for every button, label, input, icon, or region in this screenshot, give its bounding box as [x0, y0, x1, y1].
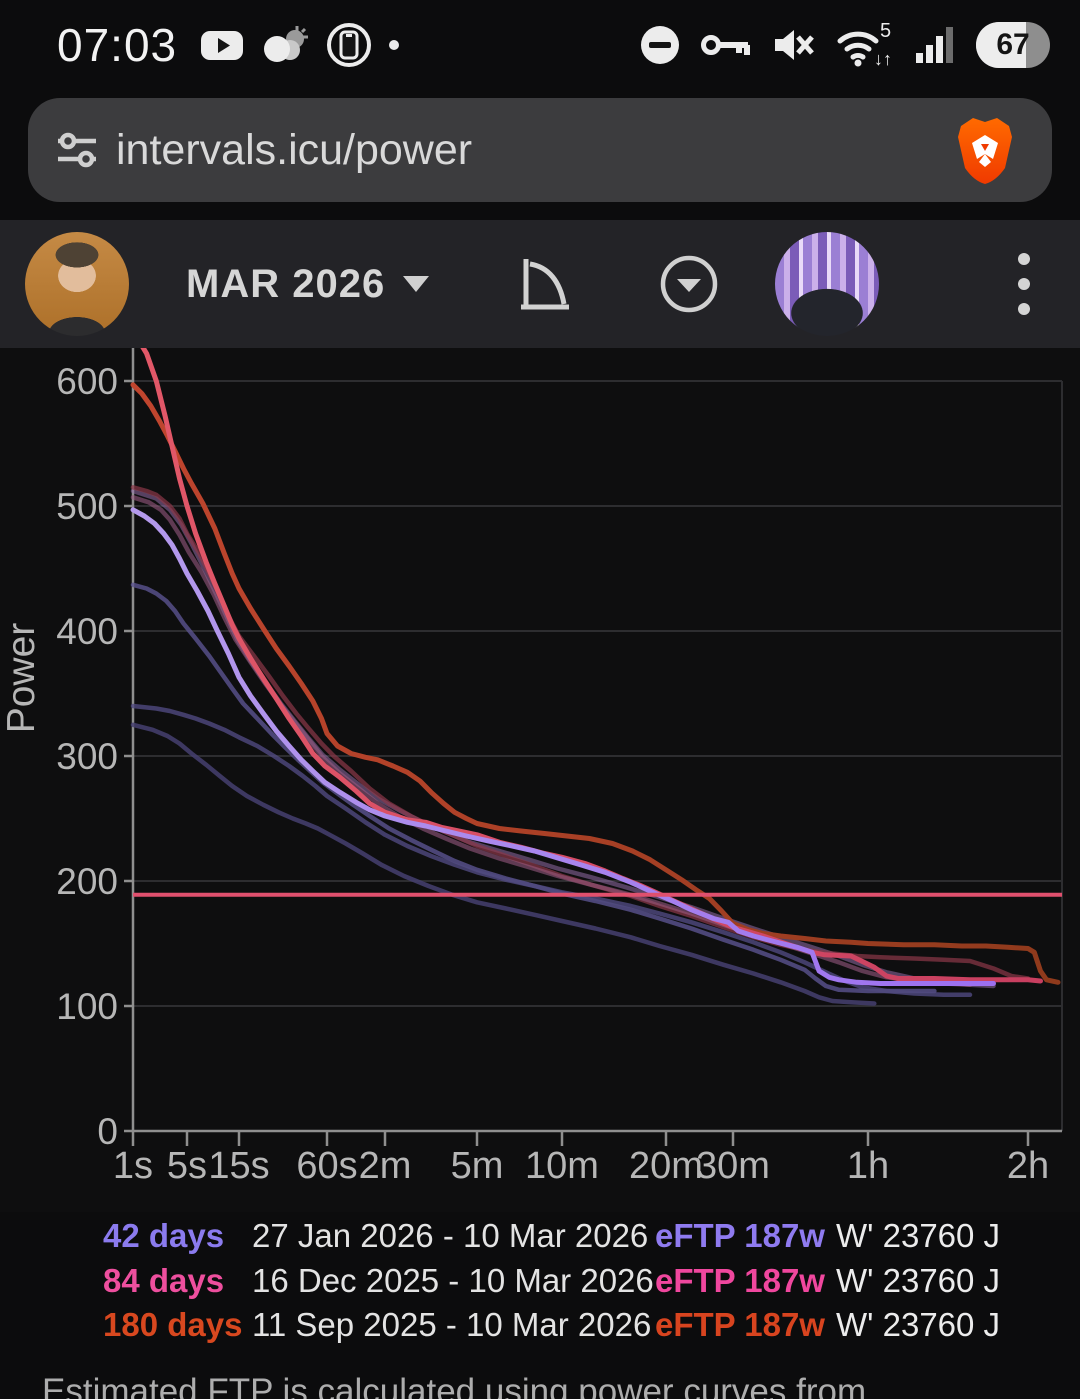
curve-180-days: [130, 382, 1061, 985]
x-tick-label: 1h: [847, 1145, 889, 1187]
x-tick-label: 60s: [296, 1145, 357, 1187]
curve-previous-mauve: [130, 495, 973, 988]
period-selector[interactable]: MAR 2026: [186, 261, 430, 307]
curve-42-days: [130, 507, 996, 986]
power-curve-icon[interactable]: [513, 253, 575, 315]
legend-eftp: eFTP 187w: [655, 1217, 825, 1255]
y-tick-label: 300: [56, 736, 118, 777]
brave-browser-icon[interactable]: [954, 113, 1016, 187]
legend-period[interactable]: 180 days: [103, 1306, 243, 1344]
legend-eftp: eFTP 187w: [655, 1261, 825, 1299]
legend-dates: 11 Sep 2025 - 10 Mar 2026: [252, 1306, 652, 1344]
y-tick-label: 0: [97, 1111, 118, 1152]
url-bar[interactable]: intervals.icu/power: [28, 98, 1052, 202]
y-tick-label: 200: [56, 861, 118, 902]
notification-dot: [389, 40, 400, 50]
chevron-down-icon: [403, 276, 430, 292]
vpn-key-icon: [701, 35, 750, 55]
legend-row-180-days[interactable]: 180 days 11 Sep 2025 - 10 Mar 2026 eFTP …: [0, 1303, 1080, 1348]
app-header: MAR 2026: [0, 220, 1080, 348]
legend-wprime: W' 23760 J: [836, 1261, 1001, 1299]
overflow-menu-icon[interactable]: [1018, 253, 1030, 315]
weather-icon: [264, 26, 309, 62]
power-curve-chart[interactable]: 0 100 200 300 400 500 600 1s 5s 15s 60s 2m 5m 10m 20m 3…: [0, 348, 1080, 1212]
legend-dates: 16 Dec 2025 - 10 Mar 2026: [252, 1261, 654, 1299]
legend-eftp: eFTP 187w: [655, 1306, 825, 1344]
legend-period[interactable]: 84 days: [103, 1261, 225, 1299]
curve-previous-navy-2: [130, 703, 973, 998]
y-tick-label: 600: [56, 361, 118, 402]
y-tick-label: 400: [56, 611, 118, 652]
curve-84-days: [140, 348, 1043, 984]
legend-wprime: W' 23760 J: [836, 1217, 1001, 1255]
curve-previous-dark-red: [130, 485, 1031, 981]
legend-dates: 27 Jan 2026 - 10 Mar 2026: [252, 1217, 649, 1255]
legend-row-84-days[interactable]: 84 days 16 Dec 2025 - 10 Mar 2026 eFTP 1…: [0, 1259, 1080, 1304]
footer-note: Estimated FTP is calculated using power …: [42, 1372, 867, 1399]
x-tick-label: 20m: [629, 1145, 703, 1187]
wifi-5g-icon: 5 ↓↑: [837, 21, 892, 69]
y-tick-label: 500: [56, 486, 118, 527]
battery-percent: 67: [996, 28, 1030, 61]
x-tick-label: 2m: [359, 1145, 412, 1187]
clock: 07:03: [57, 19, 178, 71]
x-tick-label: 30m: [696, 1145, 770, 1187]
x-tick-label: 5m: [451, 1145, 504, 1187]
x-tick-label: 1s: [113, 1145, 153, 1187]
screen-rotation-icon: [327, 23, 372, 67]
curve-previous-navy-3: [130, 722, 877, 1006]
x-tick-label: 2h: [1007, 1145, 1049, 1187]
do-not-disturb-icon: [641, 26, 679, 64]
download-circle-icon[interactable]: [659, 254, 719, 314]
svg-text:↓↑: ↓↑: [874, 49, 892, 69]
svg-text:5: 5: [880, 21, 891, 42]
legend-wprime: W' 23760 J: [836, 1306, 1001, 1344]
youtube-icon: [201, 31, 244, 60]
mute-icon: [775, 30, 814, 60]
tune-icon[interactable]: [54, 127, 100, 173]
period-label[interactable]: MAR 2026: [186, 261, 386, 306]
status-bar: 07:03: [0, 0, 1080, 90]
signal-icon: [916, 27, 953, 63]
curve-previous-lavender: [130, 488, 996, 989]
y-tick-label: 100: [56, 986, 118, 1027]
legend-row-42-days[interactable]: 42 days 27 Jan 2026 - 10 Mar 2026 eFTP 1…: [0, 1214, 1080, 1259]
url-text[interactable]: intervals.icu/power: [116, 125, 473, 174]
x-tick-label: 10m: [525, 1145, 599, 1187]
athlete-avatar[interactable]: [25, 232, 129, 336]
chart-legend: 42 days 27 Jan 2026 - 10 Mar 2026 eFTP 1…: [0, 1214, 1080, 1348]
curve-previous-navy-1: [130, 582, 937, 994]
battery-indicator: 67: [976, 22, 1050, 68]
y-axis-title: Power: [0, 623, 43, 734]
family-avatar[interactable]: [775, 232, 880, 336]
legend-period[interactable]: 42 days: [103, 1217, 225, 1255]
x-tick-label: 5s: [167, 1145, 207, 1187]
x-tick-label: 15s: [208, 1145, 269, 1187]
